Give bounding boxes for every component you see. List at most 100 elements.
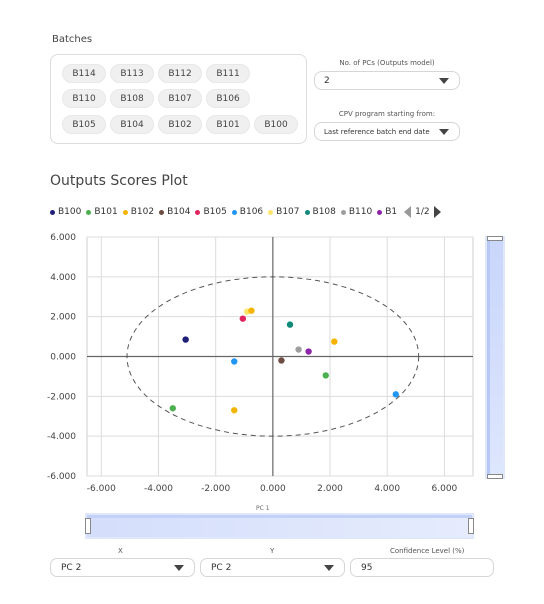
legend-label: B107 (276, 207, 300, 217)
legend-label: B104 (167, 207, 191, 217)
legend-label: B100 (58, 207, 82, 217)
legend-label: B106 (239, 207, 264, 217)
y-tick-label: 6.000 (50, 233, 76, 243)
batch-chip-b112[interactable]: B112 (158, 64, 202, 83)
y-select-label: Y (270, 547, 275, 555)
y-tick-label: 4.000 (50, 273, 76, 283)
batch-chip-b104[interactable]: B104 (110, 115, 154, 134)
x-tick-label: -4.000 (144, 484, 173, 494)
batch-chip-b100[interactable]: B100 (254, 115, 298, 134)
legend-dot-icon (304, 209, 310, 215)
cpv-select[interactable]: Last reference batch end date (314, 122, 460, 141)
data-point (295, 346, 302, 353)
data-point (286, 321, 294, 328)
batch-chip-b113[interactable]: B113 (110, 64, 154, 83)
legend-dot-icon (86, 209, 92, 215)
y-range-handle-bottom[interactable] (487, 474, 503, 479)
batch-chip-b106[interactable]: B106 (206, 89, 250, 108)
y-tick-label: 2.000 (50, 313, 76, 323)
x-tick-label: -2.000 (201, 484, 230, 494)
data-point (331, 338, 338, 345)
confidence-label: Confidence Level (%) (390, 547, 465, 555)
legend-dot-icon (340, 209, 346, 215)
legend-label: B110 (348, 207, 373, 217)
data-point (231, 407, 238, 414)
legend-dot-icon (195, 209, 201, 215)
x-range-slider[interactable] (85, 513, 474, 539)
cpv-label: CPV program starting from: (338, 110, 436, 118)
batch-selector: B114 B113 B112 B111 B110 B108 B107 B106 … (50, 54, 307, 144)
legend-item[interactable]: B1 (377, 207, 397, 217)
legend-dot-icon (231, 209, 237, 215)
legend-prev-icon[interactable] (404, 206, 412, 218)
legend-label: B1 (385, 207, 398, 217)
batch-chip-b105[interactable]: B105 (62, 115, 106, 134)
pcs-select[interactable]: 2 (314, 71, 460, 90)
x-axis-label: PC 1 (256, 505, 270, 512)
legend-page-indicator: 1/2 (415, 207, 430, 217)
data-point (169, 405, 176, 412)
legend-item[interactable]: B110 (340, 207, 373, 217)
x-range-handle-right[interactable] (468, 518, 474, 534)
x-tick-label: 4.000 (374, 484, 400, 494)
chevron-down-icon (439, 129, 449, 135)
legend-item[interactable]: B101 (86, 207, 118, 217)
legend-label: B108 (312, 207, 336, 217)
y-select-value: PC 2 (211, 562, 232, 573)
data-point (248, 307, 255, 314)
legend-item[interactable]: B102 (122, 207, 155, 217)
legend-item[interactable]: B100 (50, 207, 81, 217)
y-select[interactable]: PC 2 (200, 558, 345, 577)
confidence-value: 95 (361, 562, 373, 573)
plot-title: Outputs Scores Plot (50, 173, 188, 189)
y-tick-label: 0.000 (50, 353, 76, 363)
batch-chip-b101[interactable]: B101 (206, 115, 250, 134)
x-range-handle-left[interactable] (85, 518, 91, 534)
scores-scatter-plot: -6.000 -4.000 -2.000 0.000 2.000 4.000 6.000 6.… (47, 233, 474, 494)
y-tick-label: -4.000 (47, 432, 76, 442)
x-tick-label: 0.000 (260, 484, 286, 494)
x-tick-label: 2.000 (317, 484, 343, 494)
legend-item[interactable]: B104 (159, 207, 190, 217)
legend-item[interactable]: B105 (195, 207, 227, 217)
legend-label: B101 (94, 207, 118, 217)
data-point (392, 391, 399, 398)
x-select-value: PC 2 (61, 562, 82, 573)
x-tick-label: -6.000 (87, 484, 116, 494)
x-select-label: X (118, 547, 123, 555)
legend-item[interactable]: B108 (304, 207, 336, 217)
data-point (239, 315, 247, 322)
x-range-band (87, 515, 472, 537)
confidence-ellipse (126, 276, 420, 437)
y-range-slider[interactable] (485, 236, 505, 479)
legend-label: B105 (203, 207, 227, 217)
legend-item[interactable]: B106 (231, 207, 264, 217)
legend-dot-icon (377, 209, 383, 215)
batch-chip-b107[interactable]: B107 (158, 89, 202, 108)
legend-next-icon[interactable] (433, 206, 441, 218)
batch-chip-b110[interactable]: B110 (62, 89, 106, 108)
chevron-down-icon (439, 78, 449, 84)
chevron-down-icon (174, 565, 184, 571)
y-tick-label: -6.000 (47, 472, 76, 482)
data-point (305, 348, 312, 355)
batch-chip-b102[interactable]: B102 (158, 115, 202, 134)
legend-dot-icon (268, 209, 274, 215)
pcs-label: No. of PCs (Outputs model) (339, 59, 435, 67)
legend-item[interactable]: B107 (268, 207, 300, 217)
confidence-input[interactable]: 95 (350, 558, 494, 577)
legend-label: B102 (130, 207, 155, 217)
data-point (278, 357, 285, 364)
legend-pager: 1/2 (404, 206, 441, 218)
data-point (231, 358, 238, 365)
y-tick-label: -2.000 (47, 392, 76, 402)
y-range-handle-top[interactable] (487, 236, 503, 241)
legend-dot-icon (122, 209, 128, 215)
batch-chip-b111[interactable]: B111 (206, 64, 250, 83)
x-select[interactable]: PC 2 (50, 558, 195, 577)
batch-chip-b108[interactable]: B108 (110, 89, 154, 108)
data-point (182, 336, 189, 343)
batch-chip-b114[interactable]: B114 (62, 64, 106, 83)
pcs-select-value: 2 (324, 75, 330, 86)
legend-dot-icon (50, 209, 55, 215)
